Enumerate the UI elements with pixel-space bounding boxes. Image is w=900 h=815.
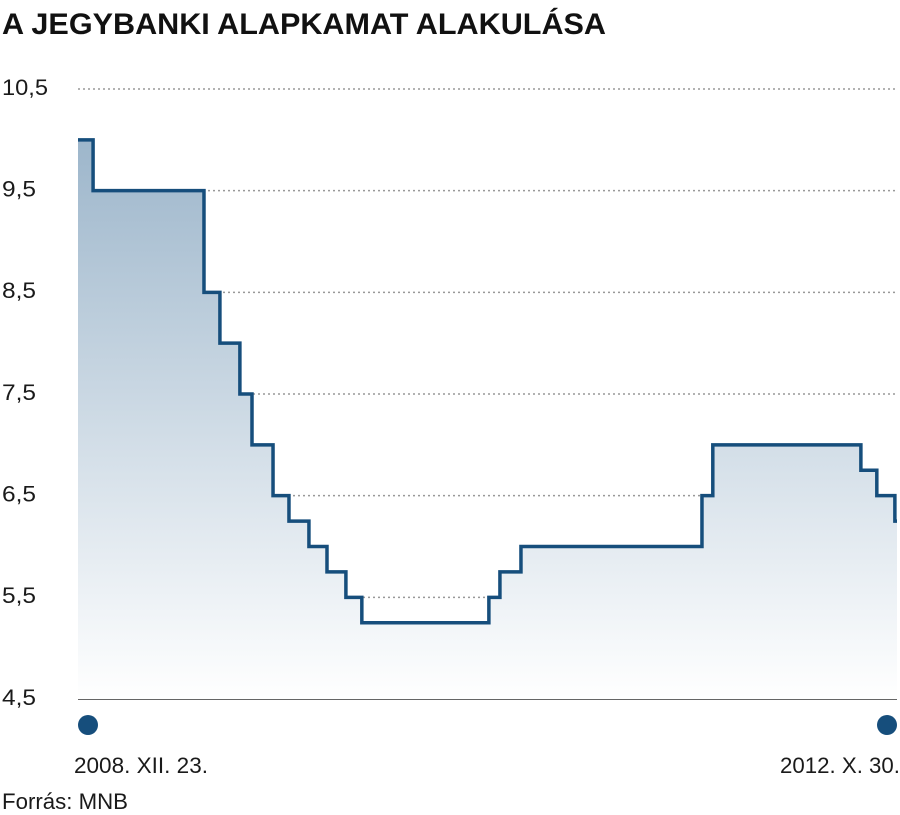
y-tick-label: 7,5 [2,380,36,405]
y-tick-label: 10,5 [2,75,48,100]
y-tick-label: 5,5 [2,583,36,608]
y-tick-label: 6,5 [2,481,36,506]
x-tick-label: 2012. X. 30. [780,753,900,778]
y-tick-label: 9,5 [2,176,36,201]
source: Forrás: MNB [2,789,128,814]
y-tick-label: 4,5 [2,685,36,710]
line [78,138,897,625]
x-tick-marker [877,715,897,735]
chart-title: A JEGYBANKI ALAPKAMAT ALAKULÁSA [2,7,606,41]
y-tick-label: 8,5 [2,278,36,303]
x-tick-label: 2008. XII. 23. [74,753,208,778]
area [78,139,897,700]
x-tick-marker [78,715,98,735]
